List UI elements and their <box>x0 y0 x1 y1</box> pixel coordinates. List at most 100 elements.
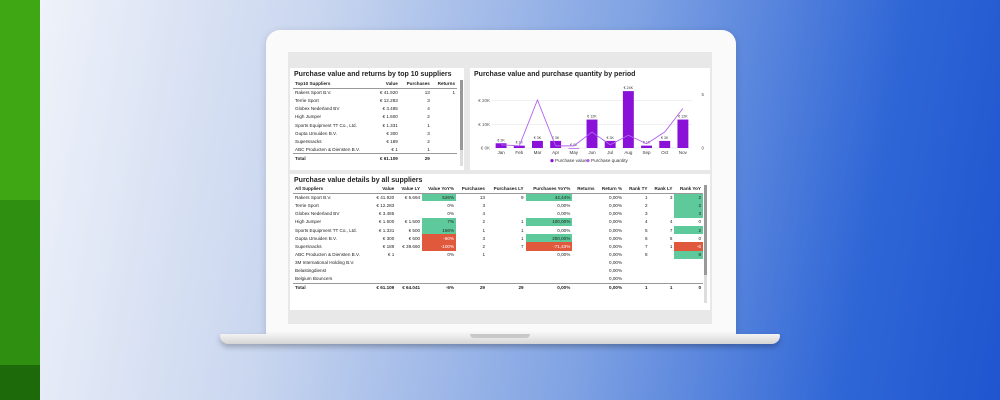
table-cell: Rakers Sport B.V. <box>295 195 332 201</box>
total-row: Total € 61.109 € 64.041 -5% 29 29 0,00% 0,00% 1 1… <box>293 282 703 292</box>
table-row[interactable]: Sports Equipment TT Co., Ltd. € 1.331 € 50… <box>293 225 703 235</box>
table-cell: € 6.694 <box>404 195 421 201</box>
table-cell <box>572 201 596 209</box>
table-cell <box>526 275 573 283</box>
table-cell: 13 <box>424 90 430 96</box>
top-suppliers-title: Purchase value and returns by top 10 sup… <box>294 71 452 78</box>
table-row[interactable]: ABC Producten & Diensten B.V. € 1 0% 1 0,00%… <box>293 250 703 259</box>
table-cell: -50% <box>422 234 457 243</box>
table-cell: 9 <box>521 195 524 201</box>
column-header[interactable]: Value <box>374 80 400 89</box>
table-cell: 1 <box>521 219 524 225</box>
table-row[interactable]: High Jumper € 1.600 € 1.500 7% 2 1 100,00% 0,00… <box>293 217 703 226</box>
column-header[interactable]: Value YoY% <box>422 185 457 194</box>
column-header[interactable]: Purchases <box>456 185 487 194</box>
total-cell <box>572 282 597 292</box>
table-cell: 0,00% <box>609 268 623 274</box>
table-cell <box>572 210 596 218</box>
table-row[interactable]: Sports Equipment TT Co., Ltd. € 1.331 1 <box>293 121 457 129</box>
column-header[interactable]: Purchases <box>399 80 432 89</box>
table-cell: 0 <box>698 235 701 241</box>
bar-label: € 2K <box>497 138 505 142</box>
table-cell: 8 <box>674 250 703 259</box>
bar-label: € 12K <box>587 115 597 119</box>
table-cell <box>396 251 422 259</box>
total-cell: 29 <box>456 282 487 292</box>
x-tick-label: Nov <box>679 150 688 155</box>
table-cell: € 3.485 <box>378 211 395 217</box>
table-cell: 526% <box>422 193 457 202</box>
column-header[interactable]: Top10 Suppliers <box>293 80 375 89</box>
column-header[interactable]: Value <box>371 185 397 194</box>
bar-label: € 3K <box>534 136 542 140</box>
table-cell: -6 <box>674 242 703 251</box>
table-cell: 3 <box>482 235 485 241</box>
table-cell: High Jumper <box>295 219 322 225</box>
table-row[interactable]: Globex Nederland BV € 3.485 0% 4 0,00% 0,00% 3… <box>293 209 703 218</box>
table-row[interactable]: Gupta IJmuiden B.V. € 300 € 600 -50% 3 1 200,0… <box>293 234 703 243</box>
table-cell: 1 <box>452 90 455 96</box>
table-header-row: All Suppliers Value Value LY Value YoY% Purc… <box>293 185 703 194</box>
table-cell: 1 <box>521 235 524 241</box>
bar <box>677 119 689 148</box>
table-row[interactable]: Globex Nederland BV € 3.485 4 <box>293 105 457 113</box>
bar-label: € 24K <box>624 86 634 90</box>
column-header[interactable]: All Suppliers <box>293 185 372 194</box>
table-row[interactable]: ABC Producten & Diensten B.V. € 1 1 <box>293 146 457 154</box>
column-header[interactable]: Value LY <box>396 185 423 194</box>
table-row[interactable]: Rakers Sport B.V. € 41.920 € 6.694 526% 13 9 4… <box>293 193 703 202</box>
column-header[interactable]: Purchases LY <box>487 185 526 194</box>
details-scrollbar[interactable] <box>704 185 707 303</box>
table-cell: € 189 <box>386 138 398 144</box>
column-header[interactable]: Rank TY <box>624 185 650 194</box>
table-cell <box>487 251 526 259</box>
table-cell: 200,00% <box>525 234 573 243</box>
table-cell: Sports Equipment TT Co., Ltd. <box>295 122 357 128</box>
column-header[interactable]: Rank YoY <box>674 185 703 194</box>
bar <box>550 140 562 148</box>
table-cell: -71,43% <box>525 242 573 251</box>
table-cell: 0,00% <box>609 252 623 258</box>
table-row[interactable]: Rakers Sport B.V. € 41.920 13 1 <box>293 88 457 96</box>
table-row[interactable]: Supersnacks € 189 2 <box>293 137 457 145</box>
top-suppliers-scrollbar[interactable] <box>460 80 463 166</box>
column-header[interactable]: Returns <box>431 80 457 89</box>
table-cell: 3 <box>669 195 673 201</box>
table-row[interactable]: Terrie Sport € 12.283 3 <box>293 96 457 104</box>
table-cell <box>432 105 457 113</box>
table-cell <box>650 259 675 267</box>
table-row[interactable]: Belastingdienst 0,00% <box>293 267 703 275</box>
bar <box>513 145 525 148</box>
column-header[interactable]: Returns <box>572 185 597 194</box>
table-row[interactable]: Terrie Sport € 12.283 0% 3 0,00% 0,00% 2 2 <box>293 201 703 210</box>
column-header[interactable]: Return % <box>596 185 625 194</box>
table-cell: € 41.920 <box>376 195 395 201</box>
table-cell: 1 <box>427 122 430 128</box>
top-suppliers-scroll-thumb[interactable] <box>460 80 463 150</box>
bar-label: € 0K <box>570 143 578 147</box>
table-row[interactable]: High Jumper € 1.600 2 <box>293 113 457 121</box>
total-cell: 1 <box>649 282 675 292</box>
details-scroll-thumb[interactable] <box>704 185 707 275</box>
table-cell: 0,00% <box>557 227 571 233</box>
table-cell <box>432 113 457 121</box>
table-row[interactable]: Supersnacks € 189 € 39.660 -100% 2 7 -71,43% 0,… <box>293 242 703 251</box>
column-header[interactable]: Rank LY <box>649 185 675 194</box>
table-row[interactable]: Belgium Bouncers 0,00% <box>293 275 703 283</box>
table-cell: 8 <box>644 252 648 258</box>
column-header[interactable]: Purchases YoY% <box>525 185 573 194</box>
table-cell: 4 <box>669 219 673 225</box>
table-cell: 100,00% <box>525 217 573 226</box>
table-cell: Terrie Sport <box>295 97 319 103</box>
x-tick-label: Sep <box>643 150 652 155</box>
table-cell: € 41.920 <box>379 90 398 96</box>
table-cell <box>422 275 456 283</box>
table-cell <box>572 218 596 226</box>
table-row[interactable]: Gupta IJmuiden B.V. € 300 3 <box>293 129 457 137</box>
table-cell <box>624 267 649 275</box>
x-tick-label: Jan <box>497 150 505 155</box>
bar-label: € 1K <box>516 141 524 145</box>
table-row[interactable]: 3M International Holding B.V. 0,00% <box>293 259 703 267</box>
table-cell: ABC Producten & Diensten B.V. <box>295 146 360 152</box>
total-cell: Total <box>293 282 372 292</box>
